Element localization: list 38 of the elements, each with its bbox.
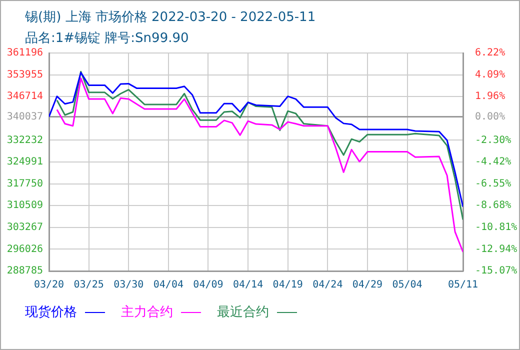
y2-tick-label: -15.07% [475,266,518,277]
x-tick-label: 04/19 [272,280,303,291]
y-tick-label: 310509 [6,200,43,212]
legend-label: 现货价格 [25,305,77,320]
x-tick-label: 04/24 [312,280,343,291]
y2-tick-label: 6.22% [475,48,506,59]
x-tick-label: 04/14 [232,280,264,291]
y-tick-label: 317750 [6,178,43,190]
y2-tick-label: 4.09% [475,69,506,80]
legend-label: 最近合约 [217,305,269,320]
y-tick-label: 296026 [6,244,43,255]
y-tick-label: 303267 [6,222,43,233]
chart-title: 锡(期) 上海 市场价格 2022-03-20 - 2022-05-11 [25,9,316,26]
legend-label: 主力合约 [121,305,173,320]
y2-tick-label: 0.00% [475,111,506,122]
y-tick-label: 288785 [6,266,43,277]
y-tick-label: 340037 [6,111,43,122]
y2-tick-label: -8.68% [475,200,512,212]
y2-tick-label: -10.81% [475,222,518,233]
x-tick-label: 03/20 [34,280,64,291]
x-tick-label: 04/09 [193,280,224,291]
y2-tick-label: -12.94% [475,244,518,255]
y2-tick-label: -4.42% [475,156,512,168]
y-tick-label: 346714 [6,91,43,102]
y-tick-label: 353955 [6,69,43,80]
x-tick-label: 04/04 [153,280,184,291]
y-tick-label: 361196 [6,48,43,59]
y-tick-label: 324991 [6,156,43,168]
y2-tick-label: 1.96% [475,91,506,102]
x-tick-label: 05/04 [392,280,422,291]
y-tick-label: 332232 [6,134,43,146]
x-tick-label: 05/11 [448,280,478,291]
chart-subtitle: 品名:1#锡锭 牌号:Sn99.90 [25,30,189,47]
x-tick-label: 03/30 [114,280,144,291]
x-tick-label: 04/29 [352,280,383,291]
y2-tick-label: -6.55% [475,178,512,190]
y2-tick-label: -2.30% [475,134,512,146]
x-tick-label: 03/25 [74,280,104,291]
